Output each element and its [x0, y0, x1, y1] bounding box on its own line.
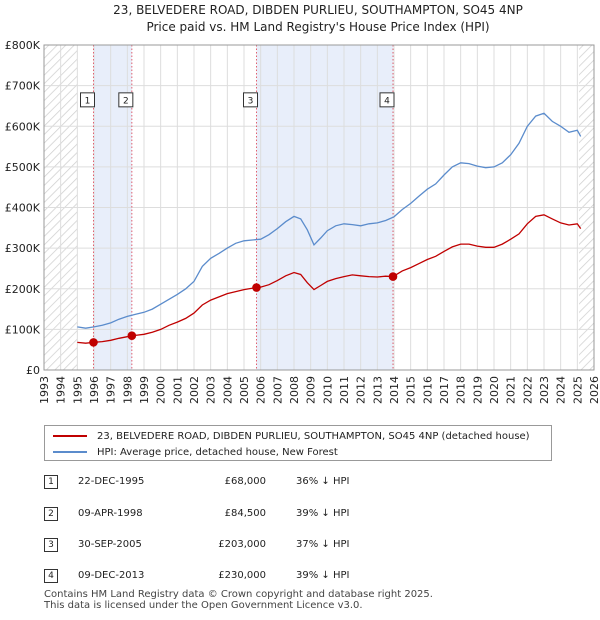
property-price-line: [77, 214, 582, 344]
chart-title: 23, BELVEDERE ROAD, DIBDEN PURLIEU, SOUT…: [113, 3, 523, 17]
plot-frame: [43, 44, 595, 371]
x-tick-label: 2015: [405, 376, 418, 404]
x-tick-label: 2012: [355, 376, 368, 404]
y-tick-label: £800K: [5, 39, 41, 52]
table-row: 2 09-APR-1998 £84,500 39% ↓ HPI: [44, 504, 564, 524]
price-chart: 23, BELVEDERE ROAD, DIBDEN PURLIEU, SOUT…: [5, 3, 600, 404]
sale-label-box: [379, 92, 395, 108]
y-tick-label: £600K: [5, 120, 41, 133]
x-tick-label: 2003: [205, 376, 218, 404]
sale-hpi-diff: 36% ↓ HPI: [296, 476, 350, 487]
sale-label-text: 3: [248, 96, 254, 106]
sale-point: [89, 338, 98, 347]
sale-price: £203,000: [218, 539, 266, 550]
x-tick-label: 2008: [288, 376, 301, 404]
x-tick-label: 1998: [121, 376, 134, 404]
y-tick-label: £100K: [5, 323, 41, 336]
y-tick-label: £700K: [5, 80, 41, 93]
x-tick-label: 2013: [371, 376, 384, 404]
sale-hpi-diff: 39% ↓ HPI: [296, 508, 350, 519]
hpi-line: [77, 112, 582, 329]
chart-subtitle: Price paid vs. HM Land Registry's House …: [146, 20, 489, 34]
sale-hpi-diff: 37% ↓ HPI: [296, 539, 350, 550]
footer-licence: This data is licensed under the Open Gov…: [44, 600, 363, 611]
y-tick-label: £300K: [5, 242, 41, 255]
sale-point: [127, 331, 137, 340]
x-tick-label: 2011: [338, 376, 351, 404]
x-tick-label: 2017: [438, 376, 451, 404]
x-tick-label: 1994: [55, 376, 68, 404]
legend-item-property: 23, BELVEDERE ROAD, DIBDEN PURLIEU, SOUT…: [53, 428, 530, 444]
x-tick-label: 1993: [38, 376, 51, 404]
x-tick-label: 2024: [555, 376, 568, 404]
legend-label-property: 23, BELVEDERE ROAD, DIBDEN PURLIEU, SOUT…: [97, 430, 530, 442]
x-tick-label: 2026: [588, 376, 600, 404]
table-row: 3 30-SEP-2005 £203,000 37% ↓ HPI: [44, 535, 564, 555]
sale-number-badge: 4: [44, 569, 58, 583]
legend-item-hpi: HPI: Average price, detached house, New …: [53, 444, 338, 460]
x-tick-label: 2022: [521, 376, 534, 404]
x-tick-label: 2002: [188, 376, 201, 404]
x-tick-label: 2009: [305, 376, 318, 404]
x-tick-label: 2004: [221, 376, 234, 404]
sale-price: £68,000: [224, 476, 266, 487]
y-tick-label: £500K: [5, 161, 41, 174]
x-tick-label: 2000: [155, 376, 168, 404]
sale-point: [252, 283, 261, 292]
x-tick-label: 2018: [455, 376, 468, 404]
sale-date: 09-APR-1998: [78, 508, 143, 519]
sale-price: £230,000: [218, 570, 266, 581]
sale-date: 09-DEC-2013: [78, 570, 145, 581]
sale-label-box: [243, 92, 258, 108]
x-tick-label: 1999: [138, 376, 151, 404]
x-tick-label: 2025: [571, 376, 584, 404]
sale-label-text: 1: [85, 96, 91, 106]
x-tick-label: 2006: [255, 376, 268, 404]
x-tick-label: 1996: [88, 376, 101, 404]
x-tick-label: 2001: [171, 376, 184, 404]
sale-label-text: 2: [123, 96, 129, 106]
sale-label-box: [80, 92, 95, 108]
sale-date: 22-DEC-1995: [78, 476, 145, 487]
legend-label-hpi: HPI: Average price, detached house, New …: [97, 446, 338, 458]
x-tick-label: 1997: [105, 376, 118, 404]
sale-price: £84,500: [224, 508, 266, 519]
legend: 23, BELVEDERE ROAD, DIBDEN PURLIEU, SOUT…: [44, 425, 552, 461]
sale-label-box: [118, 92, 134, 108]
sale-hpi-diff: 39% ↓ HPI: [296, 570, 350, 581]
table-row: 1 22-DEC-1995 £68,000 36% ↓ HPI: [44, 472, 564, 492]
x-tick-label: 2019: [471, 376, 484, 404]
legend-swatch-hpi: [53, 451, 87, 453]
x-tick-label: 2014: [388, 376, 401, 404]
sale-point: [388, 272, 398, 281]
x-tick-label: 2021: [505, 376, 518, 404]
sale-number-badge: 3: [44, 538, 58, 552]
x-tick-label: 2020: [488, 376, 501, 404]
footer: Contains HM Land Registry data © Crown c…: [44, 589, 433, 611]
x-tick-label: 2023: [538, 376, 551, 404]
sale-label-text: 4: [384, 96, 390, 106]
sale-number-badge: 1: [44, 475, 58, 489]
y-tick-label: £0: [26, 364, 40, 377]
legend-swatch-property: [53, 435, 87, 437]
x-tick-label: 1995: [71, 376, 84, 404]
x-tick-label: 2016: [421, 376, 434, 404]
x-tick-label: 2005: [238, 376, 251, 404]
y-tick-label: £200K: [5, 283, 41, 296]
sale-number-badge: 2: [44, 507, 58, 521]
y-tick-label: £400K: [5, 202, 41, 215]
x-tick-label: 2007: [271, 376, 284, 404]
sale-date: 30-SEP-2005: [78, 539, 142, 550]
footer-copyright: Contains HM Land Registry data © Crown c…: [44, 589, 433, 600]
table-row: 4 09-DEC-2013 £230,000 39% ↓ HPI: [44, 566, 564, 586]
x-tick-label: 2010: [321, 376, 334, 404]
